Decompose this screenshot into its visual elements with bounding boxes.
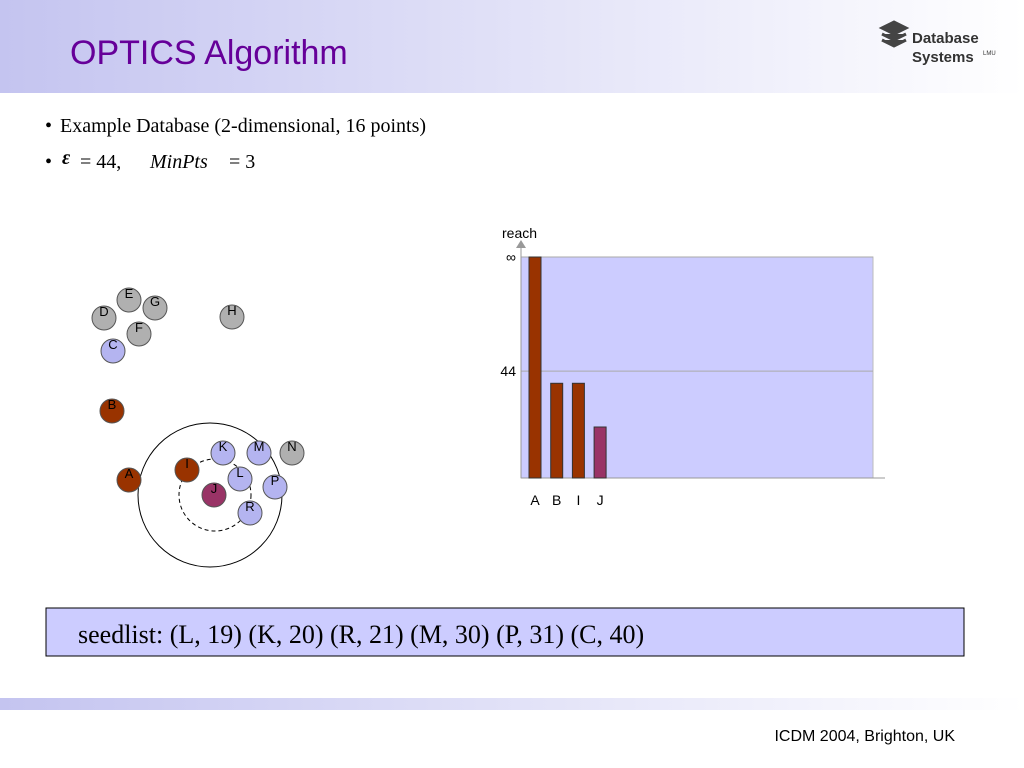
point-label: R (245, 499, 254, 514)
bullet-text: Example Database (2-dimensional, 16 poin… (60, 115, 426, 137)
bullet-text: = 44, (80, 151, 121, 173)
bar (528, 256, 542, 479)
point-label: G (150, 294, 160, 309)
bar (593, 426, 607, 479)
point (219, 304, 245, 330)
y-tick-label: ∞ (506, 249, 516, 265)
point (116, 287, 142, 313)
point-label: P (271, 473, 280, 488)
y-arrow (516, 240, 526, 248)
point (91, 305, 117, 331)
y-tick-label: 44 (500, 363, 516, 379)
point (246, 440, 272, 466)
point (201, 482, 227, 508)
point (99, 398, 125, 424)
seedlist: seedlist: (L, 19) (K, 20) (R, 21) (M, 30… (78, 620, 644, 649)
point (262, 474, 288, 500)
bar (550, 382, 564, 479)
x-tick-label: A (530, 492, 540, 508)
footer: ICDM 2004, Brighton, UK (774, 728, 955, 745)
bar (571, 382, 585, 479)
logo-badge: LMU (983, 51, 996, 57)
x-tick-label: I (576, 492, 580, 508)
point-label: F (135, 320, 143, 335)
point-label: N (287, 439, 296, 454)
bullet-mark: • (45, 151, 52, 173)
x-tick-label: B (552, 492, 561, 508)
header-band (0, 0, 1024, 93)
logo-text: Systems (912, 49, 974, 66)
point-label: K (219, 439, 228, 454)
x-tick-label: J (597, 492, 604, 508)
point-label: C (108, 337, 117, 352)
point (210, 440, 236, 466)
point (126, 321, 152, 347)
y-axis-label: reach (502, 225, 537, 241)
point (116, 467, 142, 493)
point-label: J (211, 481, 218, 496)
points-diagram: E G D H F C B A K M N I L P J R (91, 286, 305, 568)
logo: Database Systems LMU (878, 20, 996, 66)
point-label: A (125, 466, 134, 481)
point-label: B (108, 397, 117, 412)
bullet-text: MinPts (149, 151, 208, 173)
point-label: H (227, 303, 236, 318)
bullet-mark: • (45, 115, 52, 137)
point-label: D (99, 304, 108, 319)
point (279, 440, 305, 466)
epsilon: ε (62, 147, 71, 169)
title: OPTICS Algorithm (70, 34, 348, 72)
point (227, 466, 253, 492)
logo-text: Database (912, 30, 979, 47)
point (142, 295, 168, 321)
point (174, 457, 200, 483)
bullet-text: = 3 (229, 151, 255, 173)
footer-band (0, 698, 1024, 710)
seedlist-box (45, 607, 965, 657)
point (237, 500, 263, 526)
reach-chart: 44 ∞ reach A B I J (500, 225, 885, 508)
point-label: M (254, 439, 265, 454)
point-label: L (236, 465, 243, 480)
point (100, 338, 126, 364)
point-label: I (185, 456, 189, 471)
point-label: E (125, 286, 134, 301)
